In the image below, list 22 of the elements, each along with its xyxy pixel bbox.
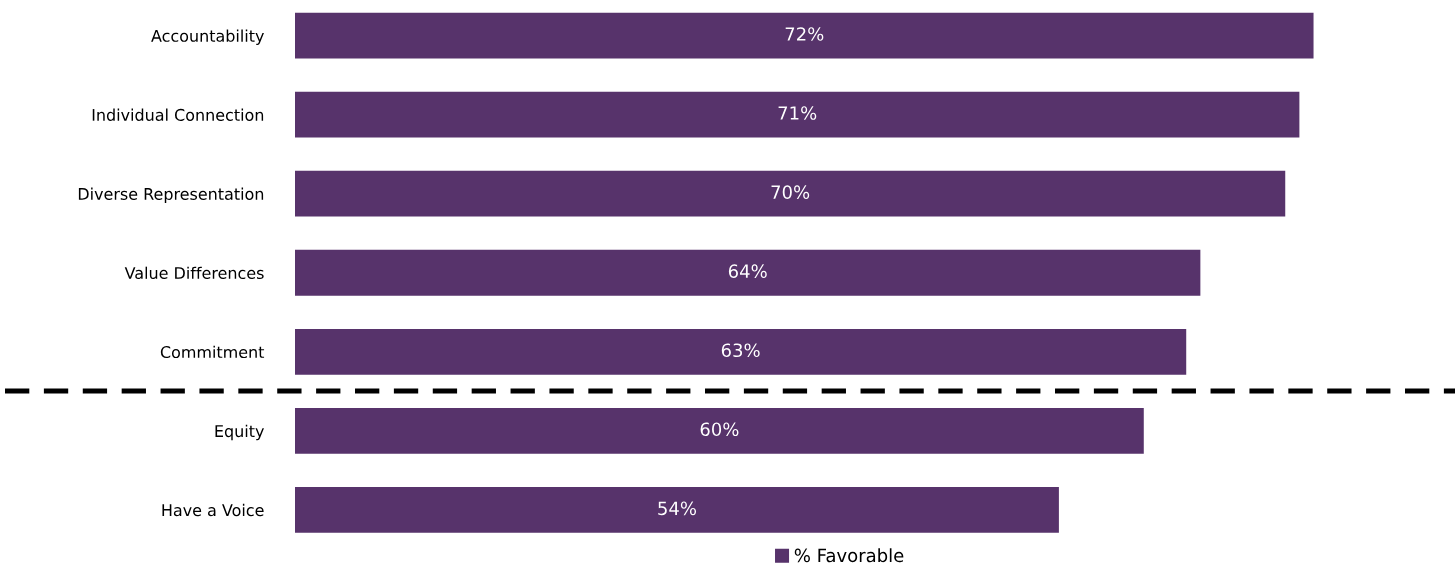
data-label: 64% bbox=[728, 264, 767, 278]
data-label: 71% bbox=[778, 106, 817, 120]
data-label: 63% bbox=[721, 343, 760, 358]
data-label: 72% bbox=[785, 27, 824, 41]
y-tick-label: Have a Voice bbox=[162, 503, 264, 517]
y-tick-label: Accountability bbox=[151, 29, 264, 45]
bar bbox=[295, 249, 1201, 296]
data-label: 60% bbox=[700, 422, 739, 437]
data-label: 70% bbox=[771, 185, 810, 199]
y-tick-label: Value Differences bbox=[124, 266, 264, 280]
bar bbox=[295, 12, 1314, 59]
legend-label: % Favorable bbox=[794, 548, 904, 563]
bar bbox=[295, 170, 1286, 217]
y-tick-label: Diverse Representation bbox=[78, 187, 264, 204]
bar bbox=[295, 91, 1300, 138]
data-label: 54% bbox=[658, 501, 697, 516]
bar bbox=[295, 486, 1059, 533]
y-tick-label: Individual Connection bbox=[92, 108, 264, 121]
bar bbox=[295, 407, 1144, 454]
y-tick-label: Commitment bbox=[160, 345, 265, 359]
bar bbox=[295, 328, 1187, 375]
y-tick-label: Equity bbox=[215, 424, 264, 441]
